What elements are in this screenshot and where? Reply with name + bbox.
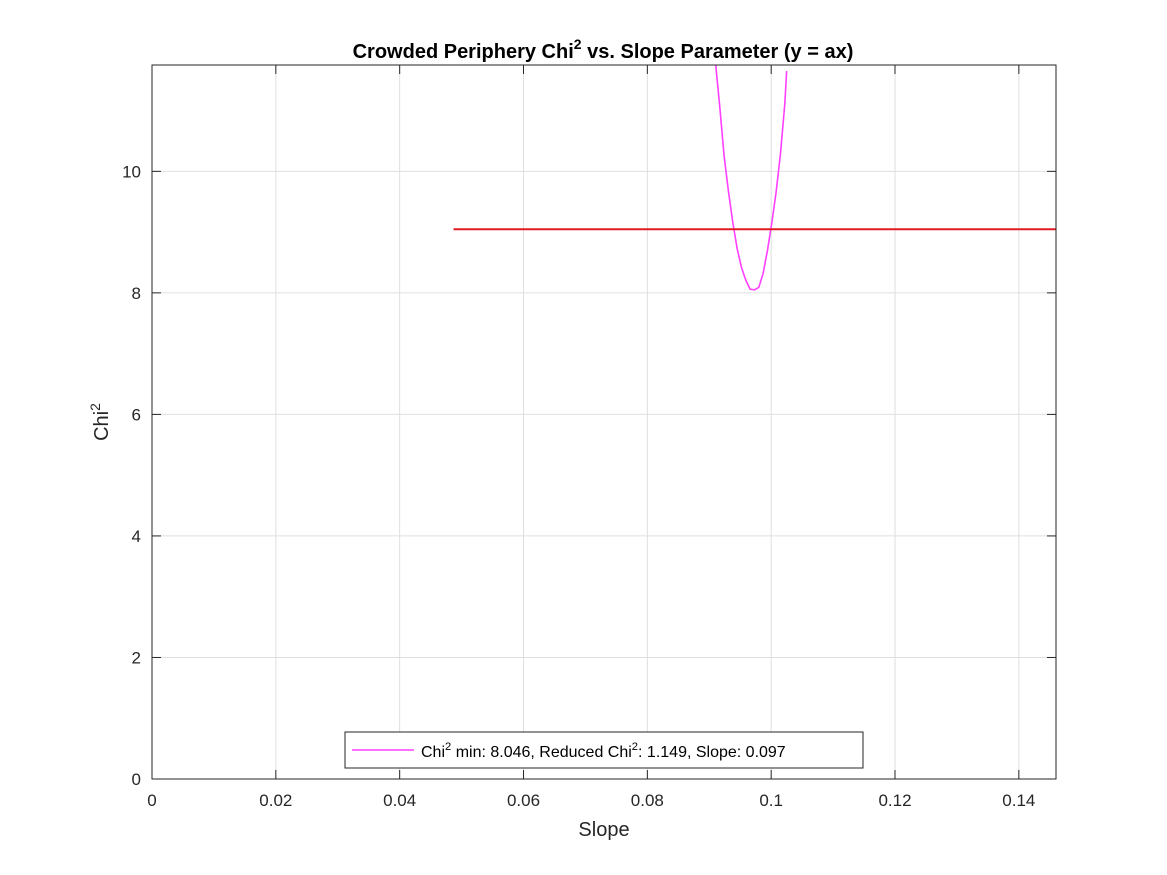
- y-axis-label: Chi2: [87, 403, 113, 441]
- legend-box: [344, 731, 864, 769]
- chart-title: Crowded Periphery Chi2 vs. Slope Paramet…: [353, 36, 854, 63]
- legend-label-chi2-curve: Chi2 min: 8.046, Reduced Chi2: 1.149, Sl…: [421, 741, 786, 761]
- axis-ticks: [151, 65, 1056, 780]
- x-tick-label: 0.08: [631, 791, 664, 810]
- y-axis-label-text: Chi: [91, 411, 113, 441]
- plot-area: [152, 65, 1056, 779]
- x-tick-label: 0.02: [259, 791, 292, 810]
- x-tick-label: 0.14: [1002, 791, 1035, 810]
- y-tick-labels: 0 2 4 6 8 10: [122, 162, 141, 789]
- legend: Chi2 min: 8.046, Reduced Chi2: 1.149, Sl…: [344, 731, 864, 769]
- chart-title-part1: Crowded Periphery Chi: [353, 41, 574, 63]
- legend-label-part2: min: 8.046, Reduced Chi: [451, 744, 632, 761]
- series-line-chi2-curve: [714, 65, 788, 291]
- y-tick-label: 0: [132, 770, 141, 789]
- legend-label-part3: : 1.149, Slope: 0.097: [638, 744, 786, 761]
- y-tick-label: 6: [132, 405, 141, 424]
- y-tick-label: 8: [132, 284, 141, 303]
- x-tick-label: 0: [147, 791, 156, 810]
- axes-box: [151, 64, 1057, 780]
- x-tick-label: 0.06: [507, 791, 540, 810]
- y-tick-label: 2: [132, 648, 141, 667]
- x-tick-labels: 0 0.02 0.04 0.06 0.08 0.1 0.12 0.14: [147, 791, 1035, 810]
- grid-lines: [152, 65, 1056, 779]
- x-tick-label: 0.12: [878, 791, 911, 810]
- x-tick-label: 0.04: [383, 791, 416, 810]
- chart-title-part2: vs. Slope Parameter (y = ax): [582, 41, 854, 63]
- x-tick-label: 0.1: [759, 791, 783, 810]
- legend-label-superscript1: 2: [445, 741, 451, 753]
- legend-label-superscript2: 2: [632, 741, 638, 753]
- legend-label-part1: Chi: [421, 744, 445, 761]
- x-axis-label: Slope: [578, 819, 629, 841]
- chart-title-superscript: 2: [574, 36, 582, 52]
- series-lines: [453, 65, 1056, 291]
- y-tick-label: 4: [132, 527, 141, 546]
- y-axis-label-superscript: 2: [87, 403, 103, 411]
- y-tick-label: 10: [122, 162, 141, 181]
